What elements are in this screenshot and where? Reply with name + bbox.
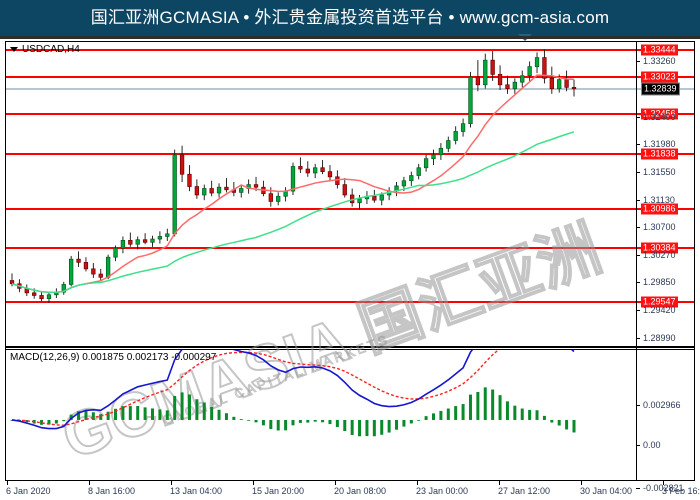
price-tick-label: 1.30700	[643, 222, 676, 233]
axis-tick	[636, 255, 640, 257]
chart-frame[interactable]: GCMASIA 国汇亚洲 GLOBAL CAPITAL MARKETS USDC…	[5, 41, 695, 481]
time-tick-label: 23 Jan 00:00	[416, 486, 469, 496]
time-tick-label: 27 Jan 12:00	[498, 486, 551, 496]
level-line	[6, 301, 694, 304]
price-level-label: 1.31838	[641, 148, 678, 160]
price-tick-label: 1.31130	[643, 194, 675, 205]
price-tick-label: 1.31550	[643, 167, 676, 178]
time-tick-label: 6 Jan 2020	[6, 486, 51, 496]
axis-tick	[636, 144, 640, 146]
time-tick-label: 15 Jan 20:00	[252, 486, 305, 496]
macd-axis-tick	[636, 488, 640, 489]
chevron-down-icon[interactable]	[10, 47, 18, 52]
price-tick-label: 1.31980	[643, 139, 676, 150]
price-level-label: 1.33023	[641, 71, 678, 83]
price-level-label: 1.32456	[641, 108, 678, 120]
axis-tick	[636, 117, 640, 119]
macd-axis-tick	[636, 445, 640, 446]
level-line	[6, 152, 694, 155]
time-tick	[89, 481, 90, 485]
macd-tick-label: 0.00	[643, 440, 661, 450]
time-tick-label: 20 Jan 08:00	[334, 486, 387, 496]
time-tick	[663, 481, 664, 485]
banner-title: 国汇亚洲GCMASIA • 外汇贵金属投资首选平台 • www.gcm-asia…	[90, 8, 610, 27]
time-tick	[499, 481, 500, 485]
time-tick	[171, 481, 172, 485]
axis-tick	[636, 199, 640, 201]
time-tick-label: 13 Jan 04:00	[170, 486, 223, 496]
price-level-label: 1.29547	[641, 296, 678, 308]
level-line	[6, 112, 694, 115]
axis-tick	[636, 282, 640, 284]
candlestick-plot	[9, 49, 577, 303]
price-level-label: 1.33444	[641, 44, 678, 56]
time-tick-label: 30 Jan 04:00	[580, 486, 633, 496]
symbol-label-wrap[interactable]: USDCAD,H4	[10, 44, 80, 55]
level-line	[6, 207, 694, 210]
price-tick-label: 1.32400	[643, 112, 676, 123]
level-line	[6, 246, 694, 249]
symbol-label: USDCAD,H4	[22, 44, 80, 55]
pane-divider	[6, 346, 694, 348]
macd-tick-label: -0.002821	[643, 483, 684, 493]
level-line	[6, 48, 694, 51]
brand-banner: 国汇亚洲GCMASIA • 外汇贵金属投资首选平台 • www.gcm-asia…	[0, 0, 700, 36]
price-tick-label: 1.29850	[643, 277, 676, 288]
axis-tick	[636, 172, 640, 174]
price-level-label: 1.30986	[641, 203, 678, 215]
axis-tick	[636, 338, 640, 340]
price-pane[interactable]: USDCAD,H4	[6, 42, 694, 346]
price-level-label: 1.30384	[641, 242, 678, 254]
price-tick-label: 1.33260	[643, 56, 676, 67]
price-tick-label: 1.28990	[643, 333, 676, 344]
current-price-label: 1.32839	[641, 82, 680, 96]
macd-pane[interactable]: MACD(12,26,9) 0.001875 0.002173 -0.00029…	[6, 349, 694, 481]
time-tick	[7, 481, 8, 485]
time-tick-label: 3 Feb 16:00	[662, 486, 700, 496]
macd-axis-tick	[636, 405, 640, 406]
time-tick	[253, 481, 254, 485]
level-line	[6, 75, 694, 78]
price-axis[interactable]: 1.33444 1.33023 1.32456 1.31838 1.30986 1.303…	[636, 41, 700, 493]
macd-label: MACD(12,26,9) 0.001875 0.002173 -0.00029…	[10, 352, 217, 363]
axis-tick	[636, 227, 640, 229]
time-tick	[335, 481, 336, 485]
banner-divider	[0, 36, 700, 39]
axis-line	[636, 41, 637, 481]
price-tick-label: 1.30270	[643, 250, 676, 261]
current-price-line	[6, 87, 694, 90]
time-tick	[417, 481, 418, 485]
axis-tick	[636, 61, 640, 63]
macd-plot	[10, 350, 576, 437]
time-tick	[581, 481, 582, 485]
price-tick-label: 1.29420	[643, 305, 676, 316]
macd-tick-label: 0.002966	[643, 400, 681, 410]
time-tick-label: 8 Jan 16:00	[88, 486, 136, 496]
axis-tick	[636, 310, 640, 312]
time-axis: 6 Jan 2020 8 Jan 16:00 13 Jan 04:00 15 Jan …	[5, 481, 700, 500]
